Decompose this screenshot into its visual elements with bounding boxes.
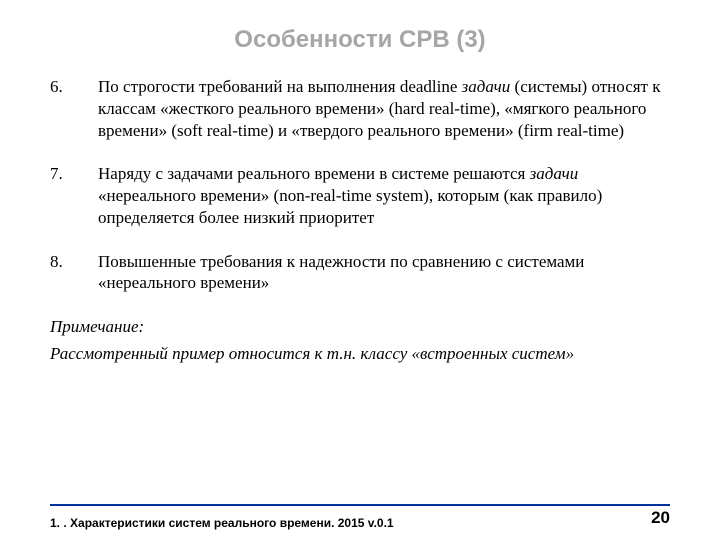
slide: Особенности СРВ (3) По строгости требова… bbox=[0, 0, 720, 540]
footer-row: 1. . Характеристики систем реального вре… bbox=[50, 510, 670, 530]
list-item: По строгости требований на выполнения de… bbox=[50, 76, 670, 141]
note-label: Примечание: bbox=[50, 316, 670, 339]
note-block: Примечание: Рассмотренный пример относит… bbox=[50, 316, 670, 366]
page-number: 20 bbox=[651, 508, 670, 528]
footer-rule bbox=[50, 504, 670, 506]
numbered-list: По строгости требований на выполнения de… bbox=[50, 76, 670, 294]
slide-title: Особенности СРВ (3) bbox=[50, 26, 670, 54]
list-item: Наряду с задачами реального времени в си… bbox=[50, 163, 670, 228]
note-body: Рассмотренный пример относится к т.н. кл… bbox=[50, 343, 670, 366]
list-item: Повышенные требования к надежности по ср… bbox=[50, 251, 670, 295]
footer: 1. . Характеристики систем реального вре… bbox=[0, 504, 720, 530]
footer-left-text: 1. . Характеристики систем реального вре… bbox=[50, 516, 394, 530]
